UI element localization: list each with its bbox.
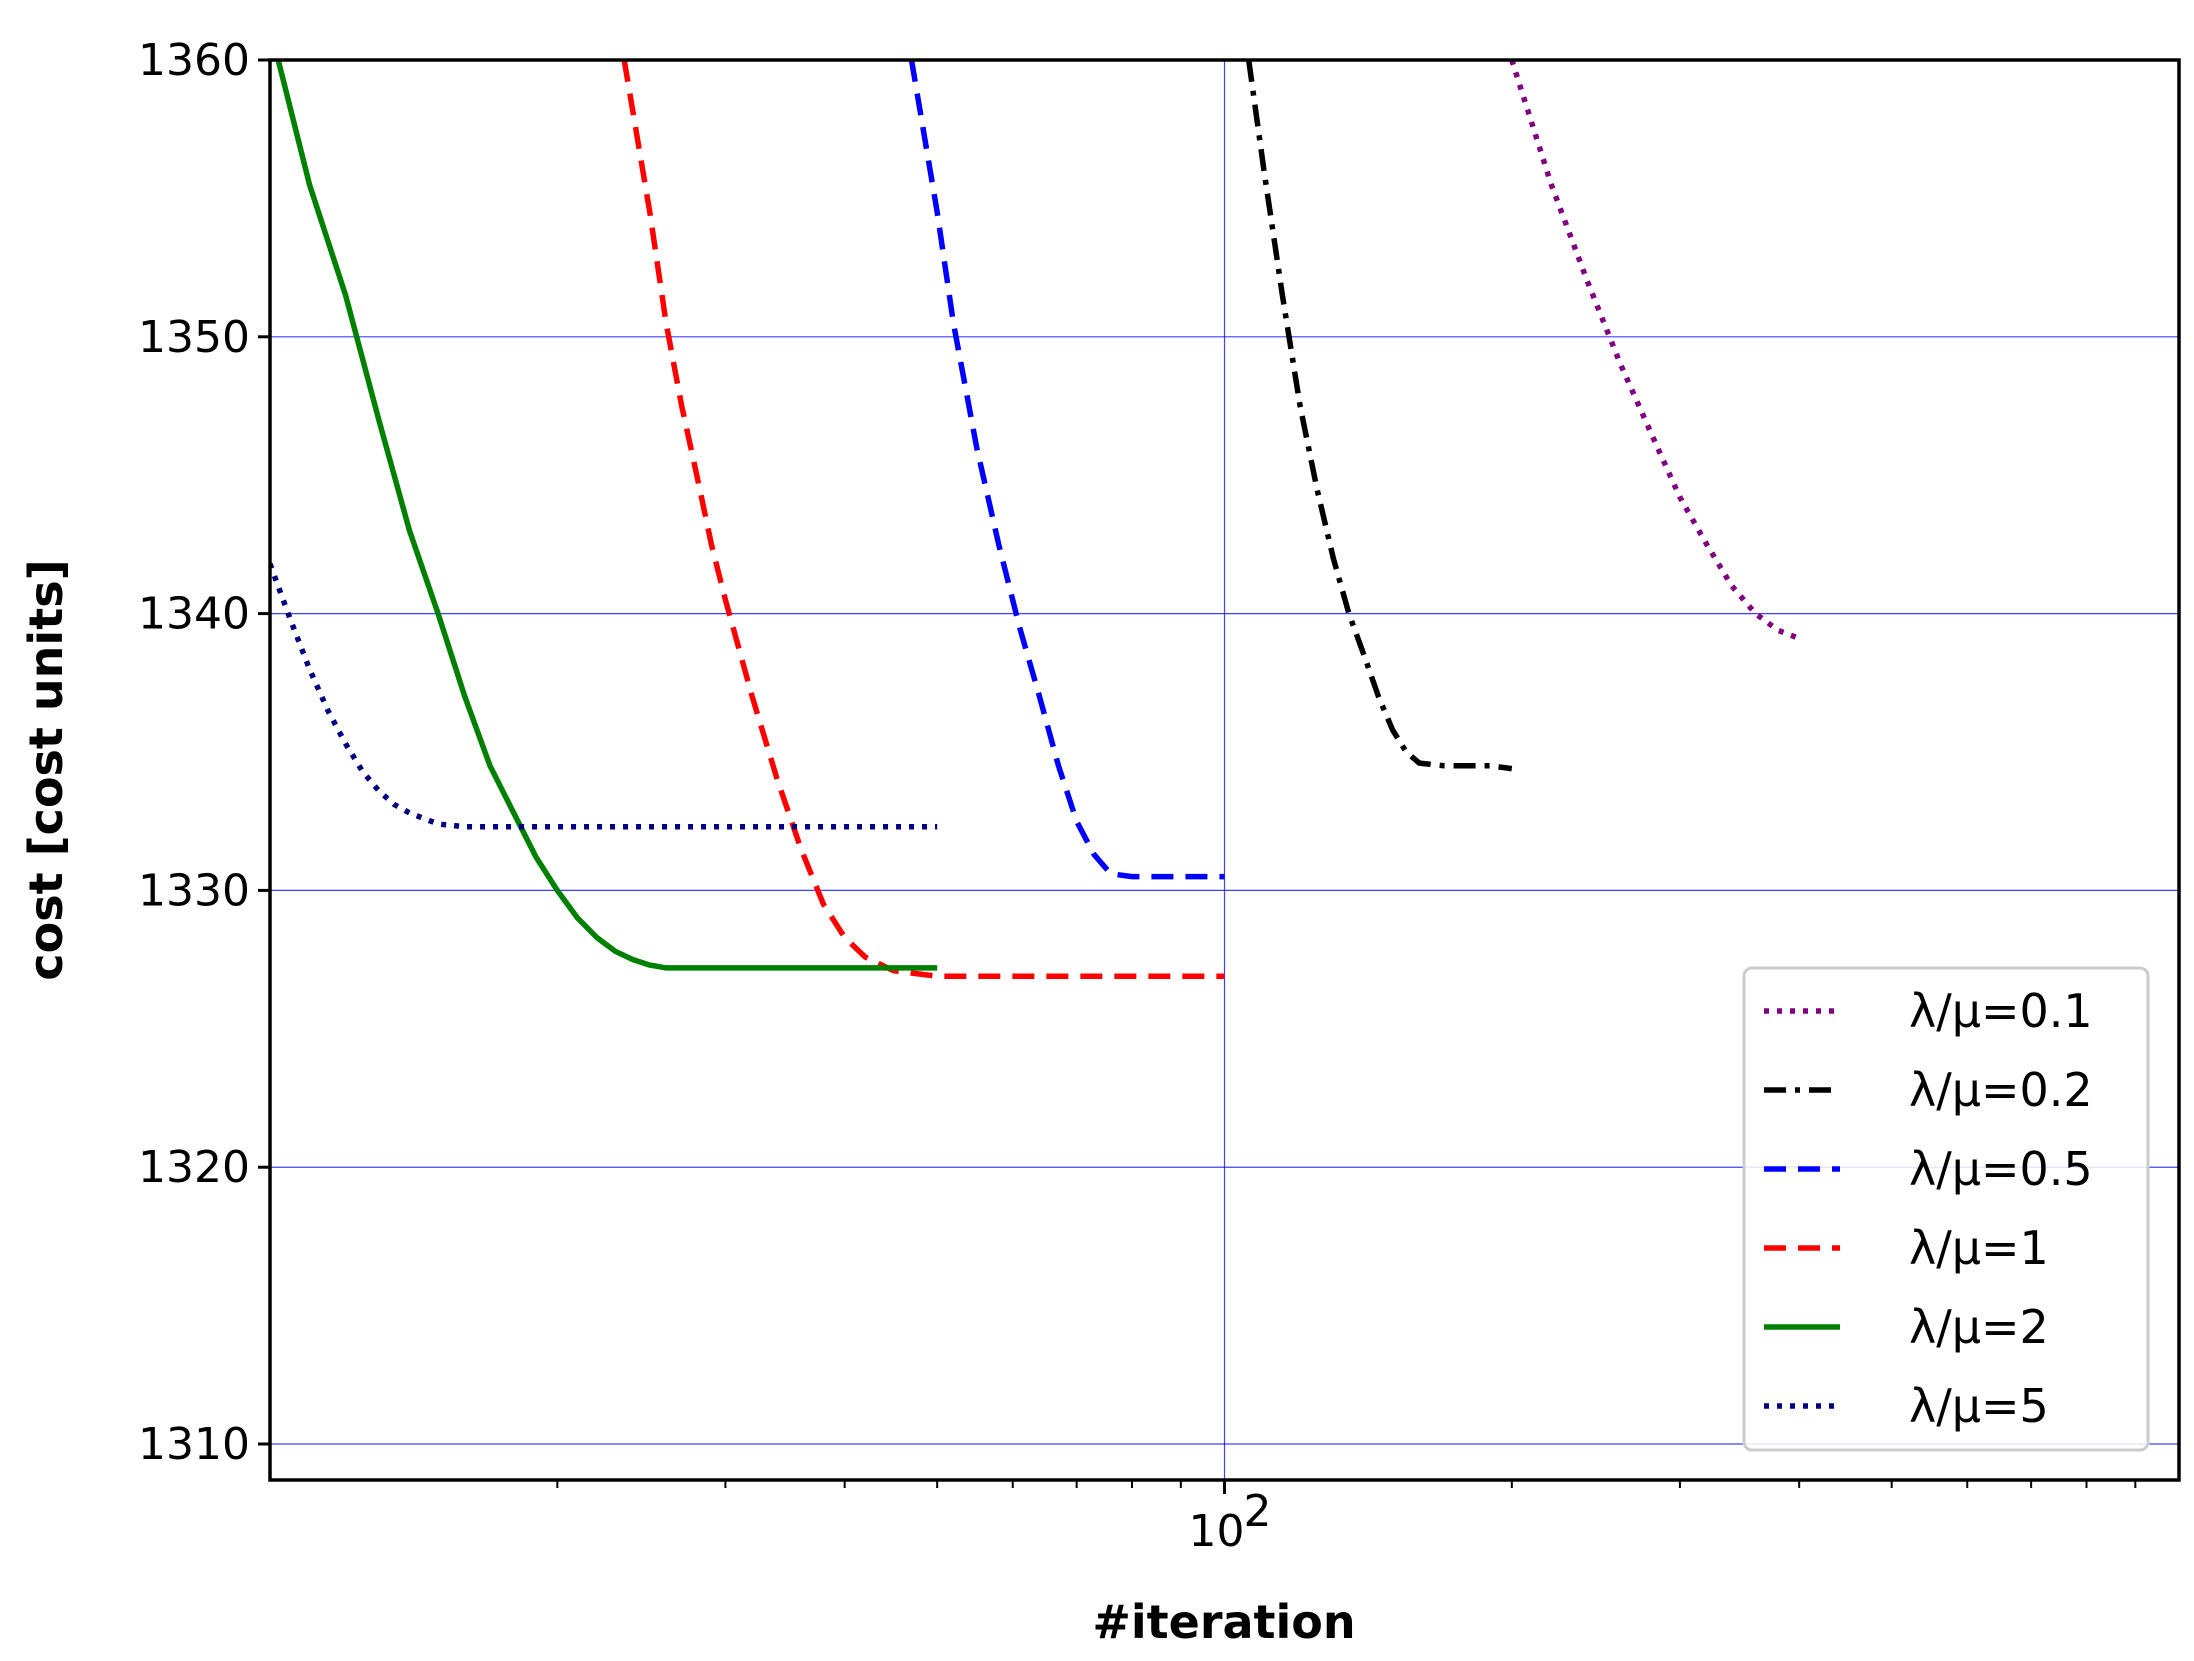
y-tick-label: 1330: [138, 865, 250, 916]
x-tick-label-exponent: 2: [1244, 1486, 1272, 1537]
y-axis-title: cost [cost units]: [19, 559, 73, 980]
legend-label-4: λ/μ=1: [1909, 1221, 2049, 1275]
x-tick-label-base: 10: [1189, 1506, 1245, 1557]
ticks: 1310 1320 1330 1340 1350 1360 10 2: [138, 35, 2137, 1557]
series-line-4: [621, 60, 1225, 979]
legend-label-2: λ/μ=0.2: [1909, 1063, 2093, 1117]
y-tick-label: 1340: [138, 589, 250, 640]
series-line-5: [275, 60, 938, 971]
series-line-3: [908, 60, 1225, 880]
legend-box: [1742, 966, 2150, 1452]
y-tick-label: 1310: [138, 1419, 250, 1470]
y-tick-label: 1320: [138, 1142, 250, 1193]
series-layer: [270, 60, 1801, 979]
legend-label-3: λ/μ=0.5: [1909, 1142, 2093, 1196]
legend-label-5: λ/μ=2: [1909, 1300, 2049, 1354]
series-line-1: [1509, 60, 1801, 642]
y-tick-label: 1350: [138, 312, 250, 363]
x-axis-title: #iteration: [1092, 1595, 1355, 1649]
series-line-2: [1245, 60, 1513, 772]
legend-label-1: λ/μ=0.1: [1909, 984, 2093, 1038]
legend: λ/μ=0.1 λ/μ=0.2 λ/μ=0.5 λ/μ=1 λ/μ=2 λ/μ=5: [1742, 966, 2150, 1452]
y-tick-label: 1360: [138, 35, 250, 86]
legend-label-6: λ/μ=5: [1909, 1379, 2049, 1433]
